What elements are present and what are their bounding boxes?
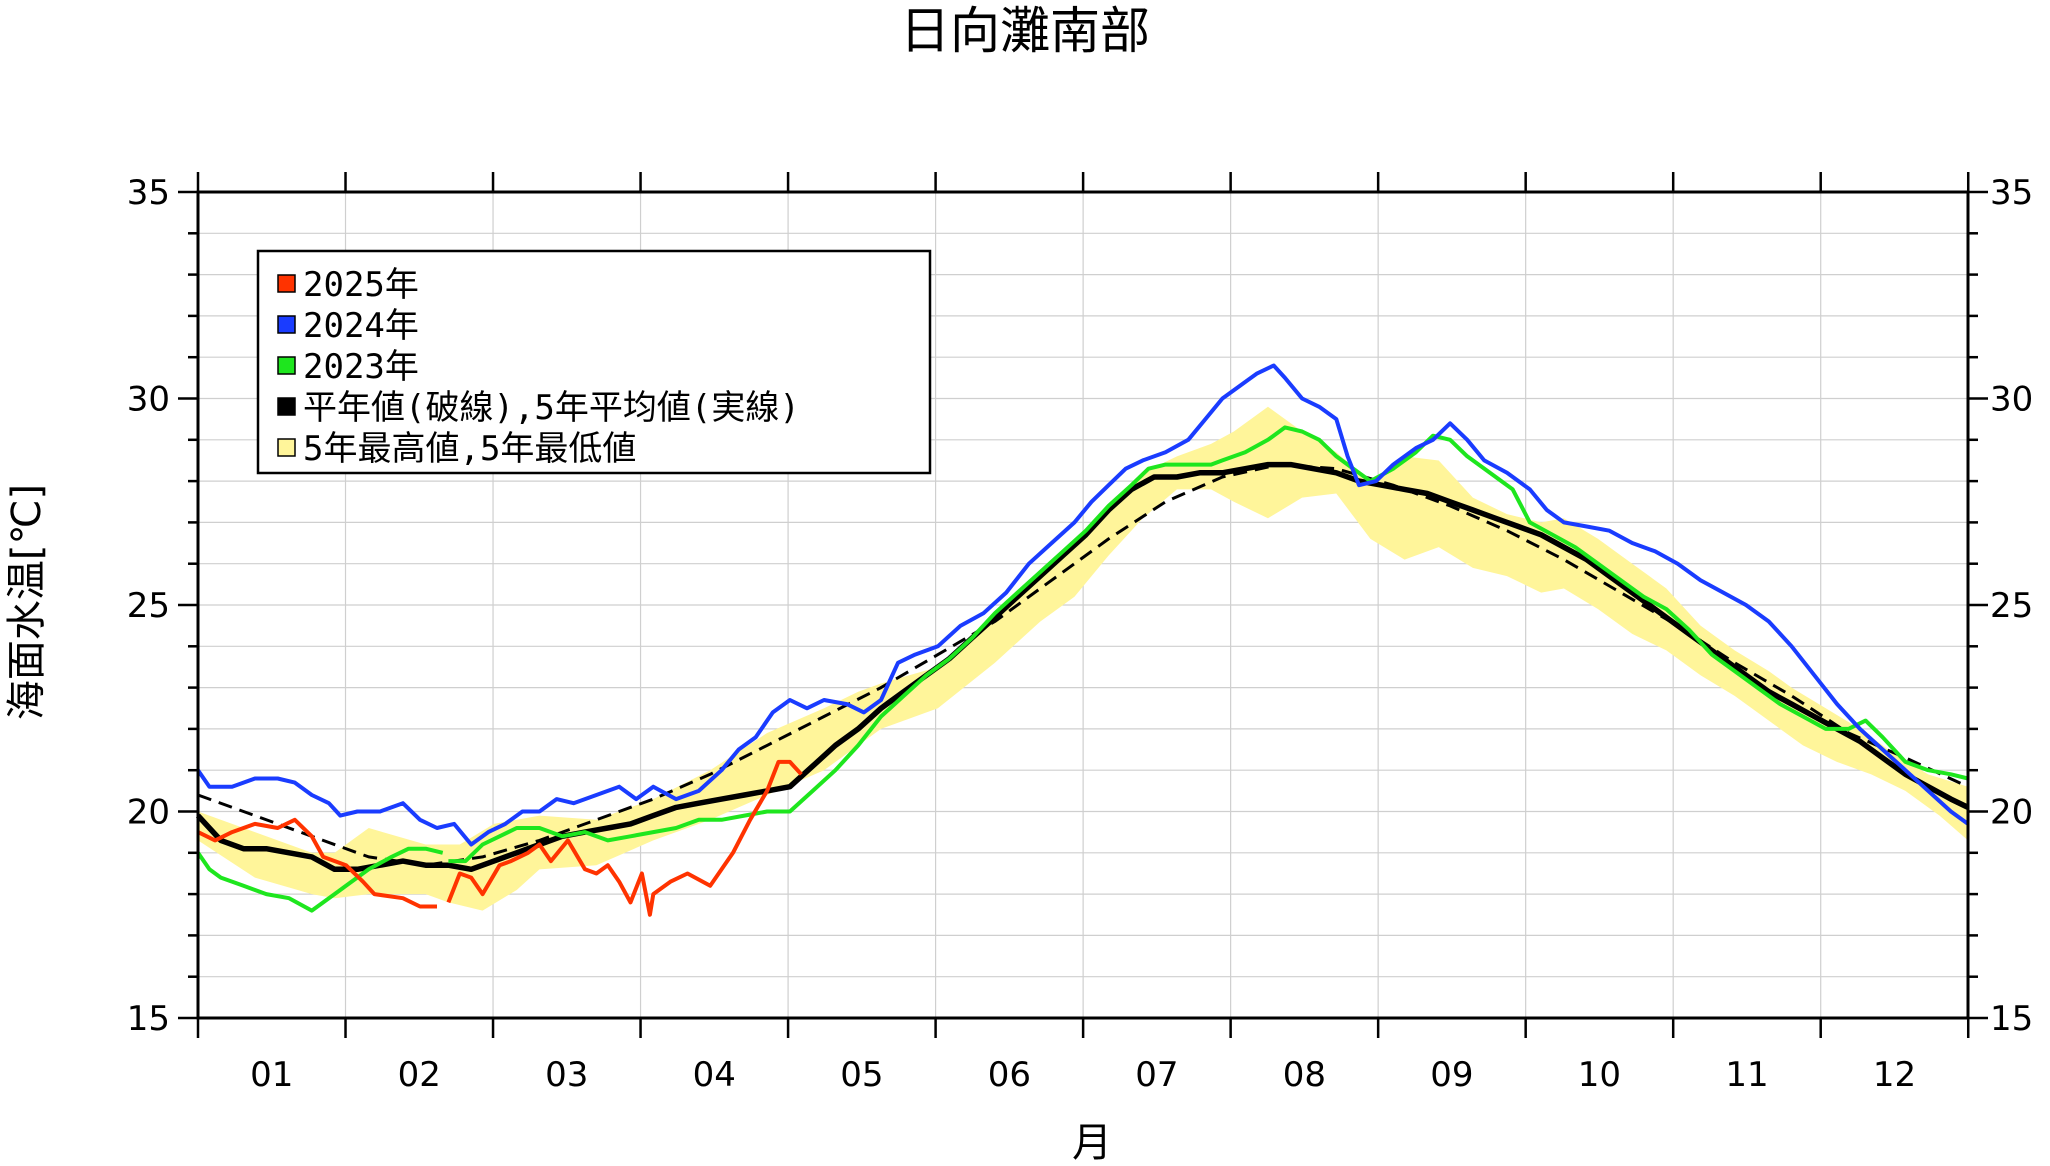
min-max-band: [198, 406, 1968, 911]
x-tick-label: 07: [1135, 1055, 1178, 1095]
x-tick-label: 05: [840, 1055, 883, 1095]
x-tick-label: 12: [1873, 1055, 1916, 1095]
y-tick-label-right: 15: [1990, 999, 2033, 1039]
legend-swatch: [277, 315, 296, 334]
band-area: [198, 406, 1968, 911]
x-axis-title: 月: [1072, 1120, 1112, 1166]
series-line: [446, 759, 803, 917]
x-tick-label: 11: [1725, 1055, 1768, 1095]
legend-swatch: [277, 438, 296, 457]
x-tick-label: 03: [545, 1055, 588, 1095]
x-tick-label: 09: [1430, 1055, 1473, 1095]
legend-label: 2024年: [303, 306, 419, 346]
legend-swatch: [277, 356, 296, 375]
series-line: [196, 363, 1970, 847]
legend-label: 5年最高値,5年最低値: [303, 429, 636, 469]
y-tick-label-left: 35: [127, 173, 170, 213]
legend-label: 平年値(破線),5年平均値(実線): [303, 388, 800, 428]
chart-title: 日向灘南部: [900, 2, 1150, 60]
legend-label: 2025年: [303, 265, 419, 305]
y-tick-label-left: 30: [127, 380, 170, 420]
axes: [178, 172, 1988, 1038]
y-tick-label-right: 35: [1990, 173, 2033, 213]
x-tick-label: 06: [988, 1055, 1031, 1095]
legend: 2025年2024年2023年平年値(破線),5年平均値(実線)5年最高値,5年…: [256, 249, 932, 475]
x-tick-label: 01: [250, 1055, 293, 1095]
legend-swatch: [277, 274, 296, 293]
legend-label: 2023年: [303, 347, 419, 387]
y-tick-label-left: 20: [127, 793, 170, 833]
x-tick-label: 04: [693, 1055, 736, 1095]
tick-labels: 15 15 20 20 25 25 30 30 35 35 01 02 03 04 05 06 07 08 09 10…: [127, 173, 2034, 1095]
legend-swatch: [277, 397, 296, 416]
series-line: [196, 846, 444, 913]
x-tick-label: 02: [398, 1055, 441, 1095]
x-tick-label: 08: [1283, 1055, 1326, 1095]
y-tick-label-right: 20: [1990, 793, 2033, 833]
y-tick-label-right: 30: [1990, 380, 2033, 420]
y-tick-label-right: 25: [1990, 586, 2033, 626]
legend-box: [256, 249, 932, 475]
y-tick-label-left: 15: [127, 999, 170, 1039]
series-line: [448, 425, 1969, 864]
series-layer: [195, 363, 1970, 917]
series-line: [197, 817, 437, 909]
y-axis-title: 海面水温[℃]: [4, 484, 50, 720]
y-tick-label-left: 25: [127, 586, 170, 626]
x-tick-label: 10: [1578, 1055, 1621, 1095]
series-line: [195, 461, 1970, 873]
